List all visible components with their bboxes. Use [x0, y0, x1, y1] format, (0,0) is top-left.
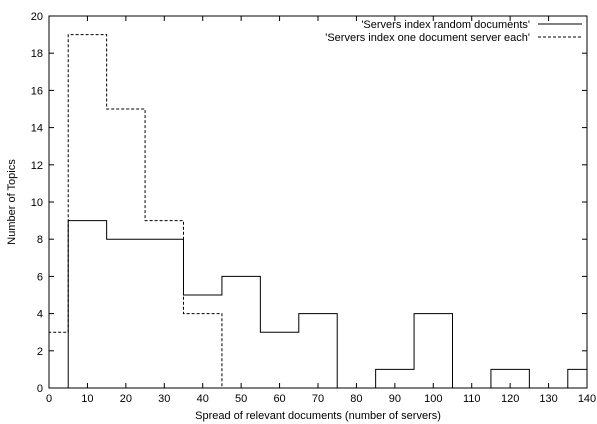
y-tick-label: 16 [31, 85, 43, 97]
x-tick-label: 60 [273, 393, 285, 405]
y-tick-label: 0 [37, 383, 43, 395]
y-tick-label: 10 [31, 197, 43, 209]
legend-label-random: 'Servers index random documents' [361, 19, 530, 31]
x-tick-label: 0 [46, 393, 52, 405]
series-random-documents [67, 220, 588, 389]
x-tick-label: 120 [501, 393, 519, 405]
y-tick-label: 12 [31, 160, 43, 172]
x-tick-label: 20 [120, 393, 132, 405]
y-tick-label: 18 [31, 48, 43, 60]
x-tick-label: 100 [424, 393, 442, 405]
plot-axes [48, 15, 588, 389]
x-tick-label: 110 [463, 393, 481, 405]
x-tick-label: 50 [235, 393, 247, 405]
x-tick-label: 70 [312, 393, 324, 405]
x-tick-label: 80 [350, 393, 362, 405]
y-tick-label: 4 [37, 309, 43, 321]
y-tick-label: 20 [31, 11, 43, 23]
x-tick-label: 30 [158, 393, 170, 405]
x-tick-label: 90 [389, 393, 401, 405]
y-tick-label: 2 [37, 346, 43, 358]
y-tick-label: 8 [37, 234, 43, 246]
x-tick-label: 10 [81, 393, 93, 405]
y-tick-label: 6 [37, 271, 43, 283]
series-layer [48, 34, 588, 389]
x-tick-label: 130 [539, 393, 557, 405]
series-one-document-each [48, 34, 223, 388]
y-tick-label: 14 [31, 123, 43, 135]
x-tick-label: 40 [197, 393, 209, 405]
x-tick-label: 140 [578, 393, 596, 405]
x-axis-label: Spread of relevant documents (number of … [195, 410, 441, 422]
legend: 'Servers index random documents' 'Server… [325, 19, 582, 44]
y-axis-label: Number of Topics [6, 159, 18, 245]
plot-frame [48, 15, 588, 389]
legend-label-one-document: 'Servers index one document server each' [325, 32, 530, 44]
tick-layer: 0 10 20 30 40 50 60 70 80 90 100 110 120 130 140 0 2 4 6 8 1… [31, 11, 596, 405]
